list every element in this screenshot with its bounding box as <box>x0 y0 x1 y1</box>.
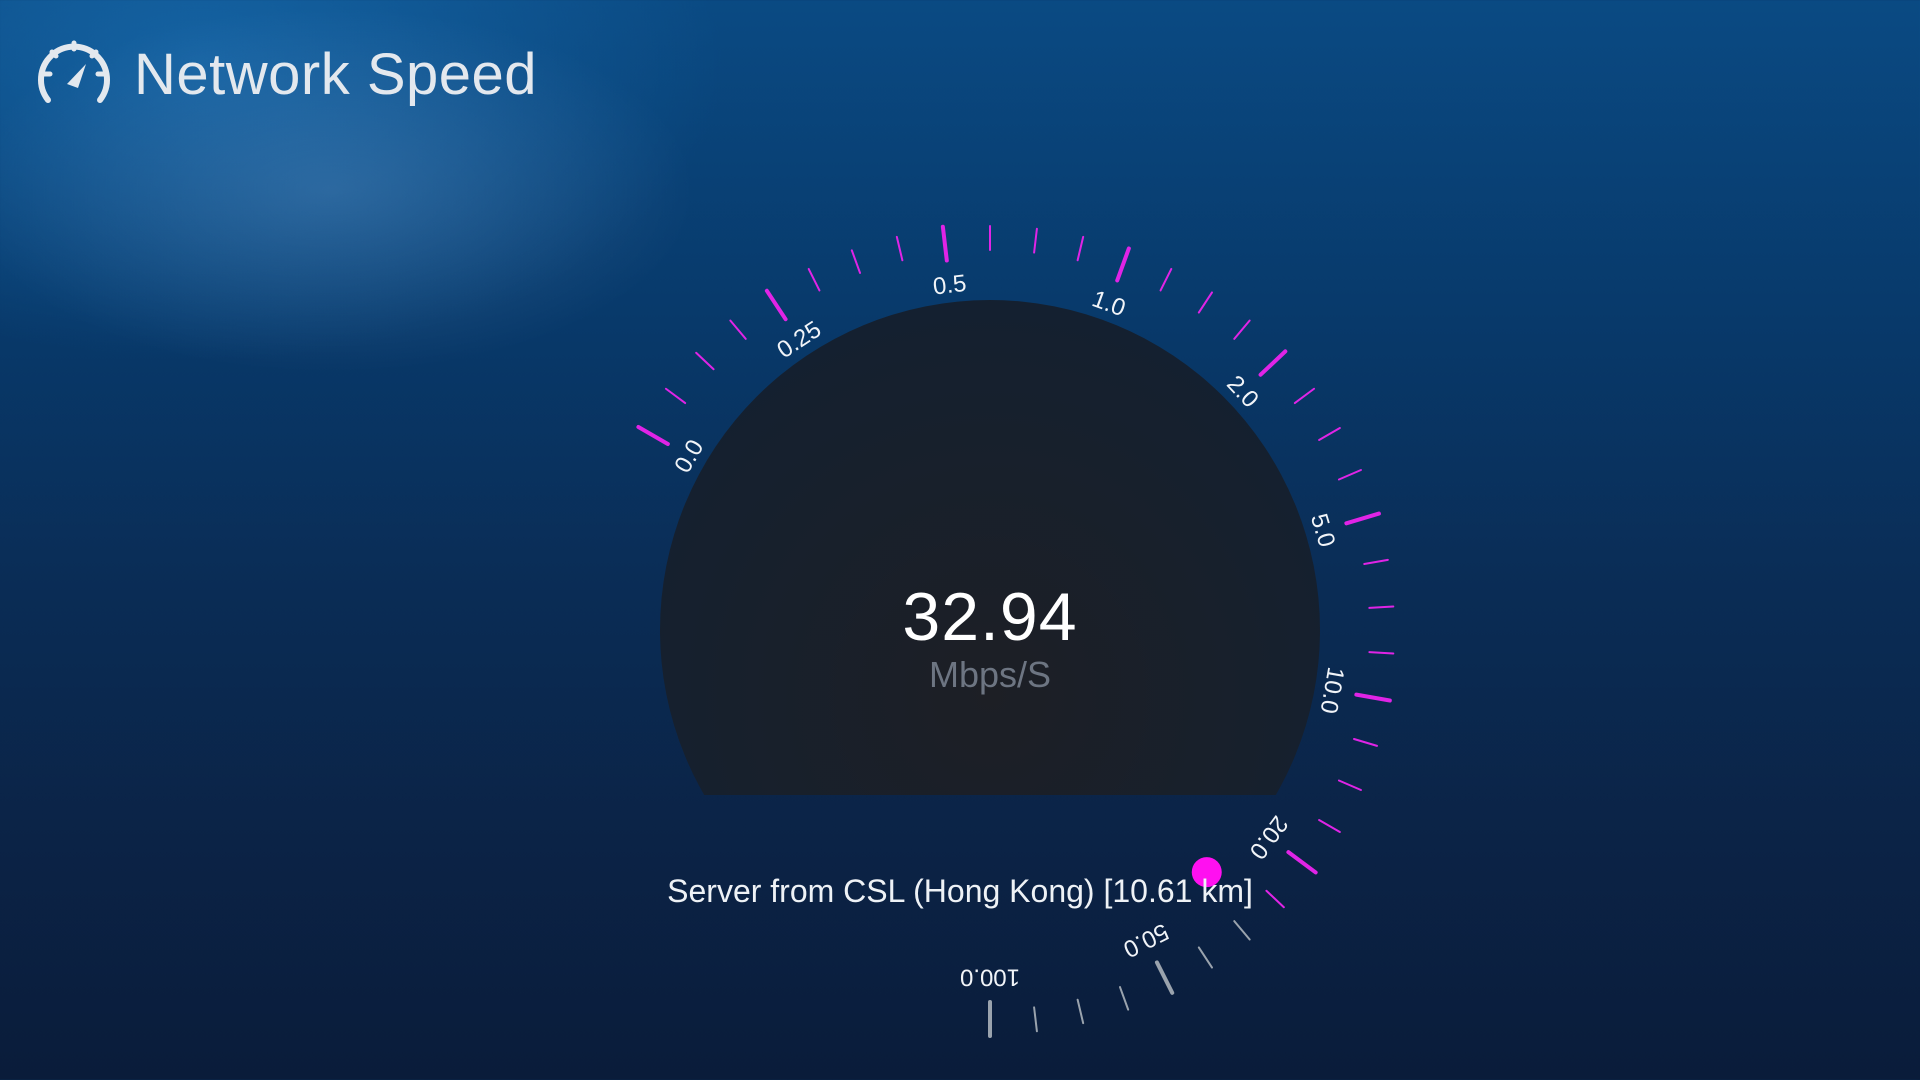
app-title: Network Speed <box>134 41 538 107</box>
gauge-minor-tick <box>729 319 747 340</box>
gauge-minor-tick <box>695 351 715 371</box>
gauge-ticks <box>636 224 1395 1038</box>
gauge-major-tick <box>1154 960 1175 995</box>
gauge-scale-label: 5.0 <box>1305 511 1340 551</box>
speedometer-icon <box>38 40 110 103</box>
gauge-major-tick <box>764 288 788 322</box>
gauge-minor-tick <box>807 267 821 292</box>
gauge-major-tick <box>1286 850 1318 875</box>
gauge-major-tick <box>1115 246 1131 283</box>
gauge-minor-tick <box>1353 737 1379 747</box>
gauge-minor-tick <box>895 235 904 262</box>
gauge-minor-tick <box>1318 427 1341 441</box>
gauge-minor-tick <box>1337 779 1362 792</box>
gauge-minor-tick <box>1076 998 1085 1025</box>
app-header: Network Speed <box>34 36 537 112</box>
gauge-minor-tick <box>1197 946 1214 969</box>
gauge-major-tick <box>1258 349 1288 377</box>
gauge-minor-tick <box>1076 235 1085 262</box>
gauge-minor-tick <box>1033 227 1038 254</box>
speed-unit: Mbps/S <box>928 654 1052 695</box>
gauge-scale-label: 50.0 <box>1119 918 1173 963</box>
gauge-minor-tick <box>1368 605 1395 609</box>
gauge-minor-tick <box>1033 1006 1038 1033</box>
gauge-minor-tick <box>1368 651 1395 655</box>
gauge-major-tick <box>1344 511 1381 526</box>
speed-value: 32.94 <box>902 579 1078 655</box>
gauge-minor-tick <box>1265 889 1285 909</box>
gauge-major-tick <box>1354 692 1392 703</box>
gauge-minor-tick <box>1197 291 1214 314</box>
gauge-scale-label: 10.0 <box>1315 665 1350 716</box>
gauge-minor-tick <box>1118 986 1130 1011</box>
gauge-scale-label: 0.5 <box>932 270 968 301</box>
dial-face <box>660 300 1320 795</box>
gauge-minor-tick <box>1337 468 1362 481</box>
gauge-scale-label: 1.0 <box>1088 285 1129 322</box>
server-info: Server from CSL (Hong Kong) [10.61 km] <box>667 873 1253 909</box>
gauge-scale-label: 100.0 <box>960 964 1020 991</box>
gauge-minor-tick <box>1159 267 1173 292</box>
gauge-minor-tick <box>1293 387 1316 405</box>
speed-indicator-dot <box>1191 857 1222 888</box>
gauge-major-tick <box>940 224 949 263</box>
gauge-minor-tick <box>664 387 687 405</box>
gauge-scale-label: 20.0 <box>1244 811 1294 865</box>
gauge-minor-tick <box>1318 819 1341 833</box>
gauge-minor-tick <box>1363 558 1389 566</box>
gauge-minor-tick <box>1233 319 1251 340</box>
gauge-minor-tick <box>1233 920 1251 941</box>
gauge-minor-tick <box>850 249 862 274</box>
gauge-major-tick <box>636 425 670 446</box>
